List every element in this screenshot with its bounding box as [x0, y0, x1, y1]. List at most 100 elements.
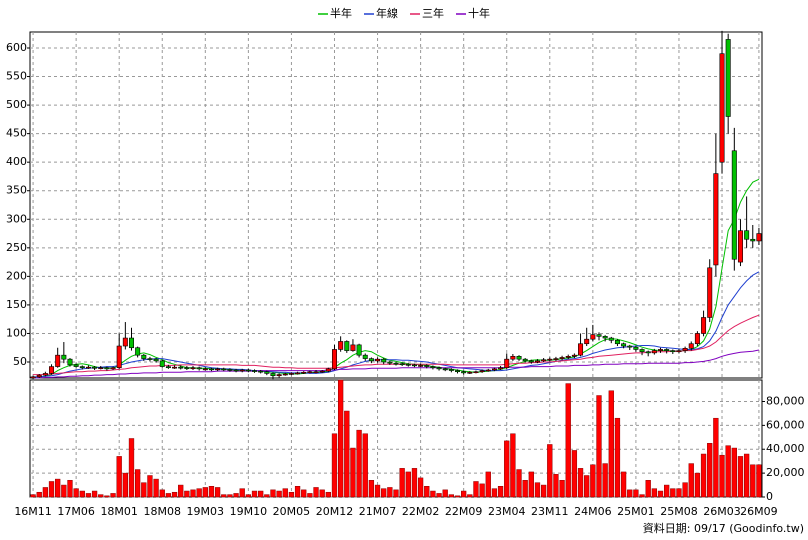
legend-label: 三年 — [422, 6, 444, 20]
candle-body — [737, 230, 743, 263]
candle-body — [719, 53, 725, 163]
volume-bar — [731, 447, 737, 498]
candle-body — [682, 348, 688, 351]
candle-body — [405, 363, 411, 366]
y-tick-label: 150 — [6, 298, 27, 311]
candle-body — [602, 336, 608, 339]
volume-bar — [202, 487, 208, 498]
legend-label: 年線 — [376, 6, 398, 20]
volume-bar — [245, 494, 252, 498]
candle-body — [473, 371, 479, 374]
candle-body — [147, 358, 153, 360]
candle-body — [541, 359, 547, 362]
volume-bar — [461, 490, 467, 498]
volume-bar — [596, 395, 602, 498]
y-tick-label: 100 — [6, 326, 27, 339]
volume-bar — [196, 488, 202, 498]
y-tick-label: 40,000 — [766, 442, 805, 455]
volume-bar — [85, 493, 92, 498]
volume-bar — [688, 463, 694, 498]
candle-body — [202, 368, 208, 371]
volume-bar — [430, 490, 436, 498]
volume-bar — [294, 486, 301, 498]
volume-bar — [374, 484, 381, 498]
volume-bar — [633, 489, 639, 498]
candle-body — [92, 366, 98, 369]
candle-body — [36, 374, 42, 378]
volume-bar — [153, 478, 159, 498]
y-tick-label: 350 — [6, 184, 27, 197]
candle-body — [307, 371, 313, 374]
volume-bar — [547, 444, 553, 498]
candle-body — [122, 337, 128, 347]
candle-body — [565, 356, 571, 358]
volume-bar — [214, 487, 221, 498]
volume-bar — [540, 484, 547, 498]
candle-body — [356, 344, 362, 356]
candle-body — [239, 369, 245, 372]
x-tick-label: 20M12 — [316, 505, 354, 518]
ma-line — [33, 271, 760, 378]
volume-bar — [381, 488, 387, 498]
candle-body — [288, 373, 294, 375]
x-tick-label: 19M03 — [187, 505, 225, 518]
x-tick-label: 26M03 — [703, 505, 741, 518]
volume-bar — [233, 493, 239, 498]
x-tick-label: 22M02 — [402, 505, 440, 518]
y-tick-label: 250 — [6, 241, 27, 254]
candle-body — [208, 368, 214, 371]
candle-body — [510, 356, 516, 360]
volume-bar — [522, 480, 528, 498]
volume-bar — [67, 480, 73, 498]
candle-body — [528, 360, 534, 363]
candle-body — [128, 337, 134, 349]
volume-bar — [48, 481, 55, 498]
candle-body — [282, 373, 288, 376]
volume-bar — [227, 494, 233, 498]
volume-bar — [571, 450, 578, 498]
candle-body — [485, 369, 491, 372]
candle-body — [418, 365, 424, 367]
candle-body — [295, 372, 301, 375]
x-tick-label: 19M10 — [230, 505, 268, 518]
candle-body — [165, 366, 171, 369]
volume-bar — [270, 489, 276, 498]
candle-body — [436, 367, 442, 370]
candle-body — [67, 358, 73, 366]
y-tick-label: 300 — [6, 212, 27, 225]
candle-body — [614, 340, 620, 345]
y-tick-label: 60,000 — [766, 418, 805, 431]
candle-body — [547, 358, 553, 361]
candle-body — [731, 150, 737, 260]
candle-body — [375, 358, 381, 362]
volume-bar — [319, 489, 325, 498]
volume-bar — [128, 438, 135, 498]
plot-frame — [29, 31, 763, 379]
x-tick-label: 20M05 — [273, 505, 311, 518]
volume-bar — [344, 410, 350, 498]
volume-bar — [98, 494, 104, 498]
x-tick-label: 25M08 — [660, 505, 698, 518]
x-tick-label: 16M11 — [14, 505, 52, 518]
footer: 資料日期: 09/17 (Goodinfo.tw) — [643, 521, 804, 535]
y-tick-label: 20,000 — [766, 466, 805, 479]
x-tick-label: 23M04 — [488, 505, 526, 518]
candle-body — [498, 367, 504, 370]
volume-bar — [208, 486, 215, 498]
candle-body — [221, 368, 227, 371]
candle-body — [393, 362, 399, 365]
volume-bar — [620, 471, 627, 498]
volume-bar — [387, 487, 393, 498]
volume-bar — [700, 453, 707, 498]
candle-body — [55, 354, 61, 367]
y-tick-label: 550 — [6, 70, 27, 83]
volume-bar — [276, 490, 282, 498]
volume-bar — [79, 490, 85, 498]
y-tick-label: 0 — [766, 490, 773, 503]
candle-body — [159, 360, 165, 367]
volume-bar — [405, 471, 411, 498]
x-tick-label: 25M01 — [617, 505, 655, 518]
volume-bar — [301, 489, 307, 498]
candle-body — [479, 370, 485, 373]
candle-body — [448, 369, 454, 371]
